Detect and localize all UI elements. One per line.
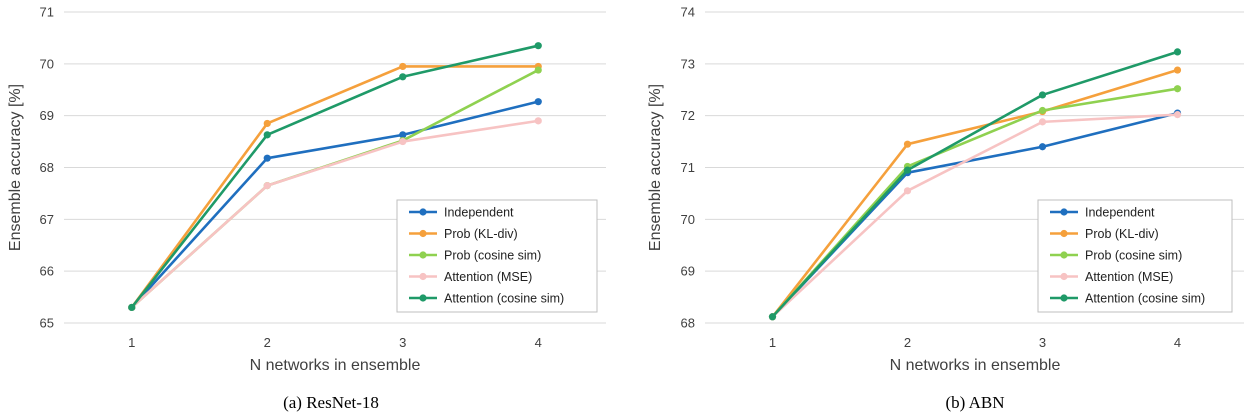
x-tick-label: 3 bbox=[399, 335, 406, 350]
data-point bbox=[399, 62, 407, 71]
legend-item: Attention (cosine sim) bbox=[409, 291, 564, 305]
y-axis-label: Ensemble accuracy [%] bbox=[7, 84, 24, 251]
data-point bbox=[1038, 118, 1047, 126]
legend-swatch-marker bbox=[419, 272, 427, 281]
series-line bbox=[771, 113, 1179, 319]
y-tick-label: 73 bbox=[681, 56, 695, 71]
data-point bbox=[1038, 91, 1047, 99]
legend-label: Attention (MSE) bbox=[444, 270, 532, 284]
x-tick-label: 1 bbox=[769, 335, 776, 350]
series-attention-cosine-sim bbox=[768, 48, 1182, 321]
legend-swatch-marker bbox=[419, 208, 427, 216]
legend-item: Prob (KL-div) bbox=[1050, 227, 1159, 241]
data-point bbox=[534, 98, 542, 106]
legend: Independent Prob (KL-div) Prob (cosine sim… bbox=[396, 199, 598, 313]
legend-swatch-marker bbox=[1060, 294, 1068, 302]
legend-label: Prob (KL-div) bbox=[1085, 227, 1159, 241]
x-axis-label: N networks in ensemble bbox=[250, 357, 421, 374]
data-point bbox=[903, 187, 912, 195]
series-independent bbox=[128, 98, 542, 312]
data-point bbox=[1173, 85, 1182, 93]
legend-item: Prob (cosine sim) bbox=[409, 248, 541, 262]
chart-panel-a: 65 66 67 68 69 70 71 1 2 3 4 N networks in ensemble… bbox=[7, 5, 606, 412]
legend-item: Attention (cosine sim) bbox=[1050, 291, 1205, 305]
legend-swatch-marker bbox=[419, 229, 427, 238]
series-line bbox=[130, 65, 540, 309]
legend-item: Prob (cosine sim) bbox=[1050, 248, 1182, 262]
legend-label: Independent bbox=[1085, 205, 1155, 219]
y-tick-label: 71 bbox=[40, 5, 54, 20]
y-tick-label: 68 bbox=[681, 316, 695, 331]
y-tick-label: 66 bbox=[40, 264, 54, 279]
y-tick-label: 70 bbox=[40, 56, 54, 71]
data-point bbox=[399, 73, 407, 81]
y-tick-label: 69 bbox=[681, 264, 695, 279]
legend-item: Prob (KL-div) bbox=[409, 227, 518, 241]
data-point bbox=[1173, 111, 1182, 119]
legend-label: Prob (KL-div) bbox=[444, 227, 518, 241]
x-axis-label: N networks in ensemble bbox=[890, 357, 1061, 374]
data-point bbox=[1173, 66, 1182, 74]
data-point bbox=[768, 313, 777, 321]
series-attention-cosine-sim bbox=[128, 42, 542, 312]
y-tick-label: 68 bbox=[40, 160, 54, 175]
legend-swatch-marker bbox=[419, 294, 427, 302]
x-tick-label: 4 bbox=[535, 335, 542, 350]
x-tick-label: 2 bbox=[904, 335, 911, 350]
figure-caption: (b) ABN bbox=[945, 393, 1004, 412]
y-tick-label: 71 bbox=[681, 160, 695, 175]
data-point bbox=[263, 119, 271, 128]
data-point bbox=[1038, 106, 1047, 115]
y-tick-label: 65 bbox=[40, 316, 54, 331]
data-point bbox=[534, 42, 542, 50]
data-point bbox=[399, 137, 407, 146]
legend-item: Attention (MSE) bbox=[1050, 270, 1173, 284]
data-point bbox=[263, 131, 271, 139]
data-point bbox=[399, 131, 407, 139]
y-tick-label: 67 bbox=[40, 212, 54, 227]
legend-swatch-marker bbox=[1060, 251, 1068, 259]
legend-swatch-marker bbox=[1060, 208, 1068, 216]
legend-label: Attention (MSE) bbox=[1085, 270, 1173, 284]
y-tick-label: 70 bbox=[681, 212, 695, 227]
data-point bbox=[263, 182, 271, 190]
data-point bbox=[534, 117, 542, 125]
series-line bbox=[771, 50, 1179, 319]
data-point bbox=[903, 166, 912, 174]
y-tick-label: 72 bbox=[681, 108, 695, 123]
legend-swatch-marker bbox=[1060, 272, 1068, 281]
legend-item: Independent bbox=[409, 205, 514, 219]
series-line bbox=[130, 100, 540, 309]
legend-label: Attention (cosine sim) bbox=[444, 291, 564, 305]
x-tick-label: 3 bbox=[1039, 335, 1046, 350]
legend-swatch-marker bbox=[1060, 229, 1068, 238]
series-line bbox=[130, 44, 540, 309]
figure-caption: (a) ResNet-18 bbox=[283, 393, 379, 412]
legend-item: Attention (MSE) bbox=[409, 270, 532, 284]
y-axis-label: Ensemble accuracy [%] bbox=[647, 84, 664, 251]
data-point bbox=[1173, 48, 1182, 56]
data-point bbox=[128, 303, 136, 312]
x-tick-label: 4 bbox=[1174, 335, 1181, 350]
chart-panel-b: 68 69 70 71 72 73 74 1 2 3 4 N networks in ensemble… bbox=[647, 5, 1244, 412]
legend-label: Prob (cosine sim) bbox=[1085, 248, 1182, 262]
legend: Independent Prob (KL-div) Prob (cosine sim… bbox=[1037, 199, 1233, 313]
legend-swatch-marker bbox=[419, 251, 427, 259]
legend-label: Attention (cosine sim) bbox=[1085, 291, 1205, 305]
x-tick-label: 1 bbox=[128, 335, 135, 350]
data-point bbox=[263, 154, 271, 162]
legend-item: Independent bbox=[1050, 205, 1155, 219]
legend-label: Prob (cosine sim) bbox=[444, 248, 541, 262]
data-point bbox=[903, 140, 912, 148]
data-point bbox=[534, 66, 542, 74]
x-tick-label: 2 bbox=[264, 335, 271, 350]
y-tick-label: 69 bbox=[40, 108, 54, 123]
series-line bbox=[130, 119, 540, 309]
legend-label: Independent bbox=[444, 205, 514, 219]
series-line bbox=[771, 68, 1179, 319]
data-point bbox=[1038, 143, 1047, 151]
y-tick-label: 74 bbox=[681, 5, 695, 20]
